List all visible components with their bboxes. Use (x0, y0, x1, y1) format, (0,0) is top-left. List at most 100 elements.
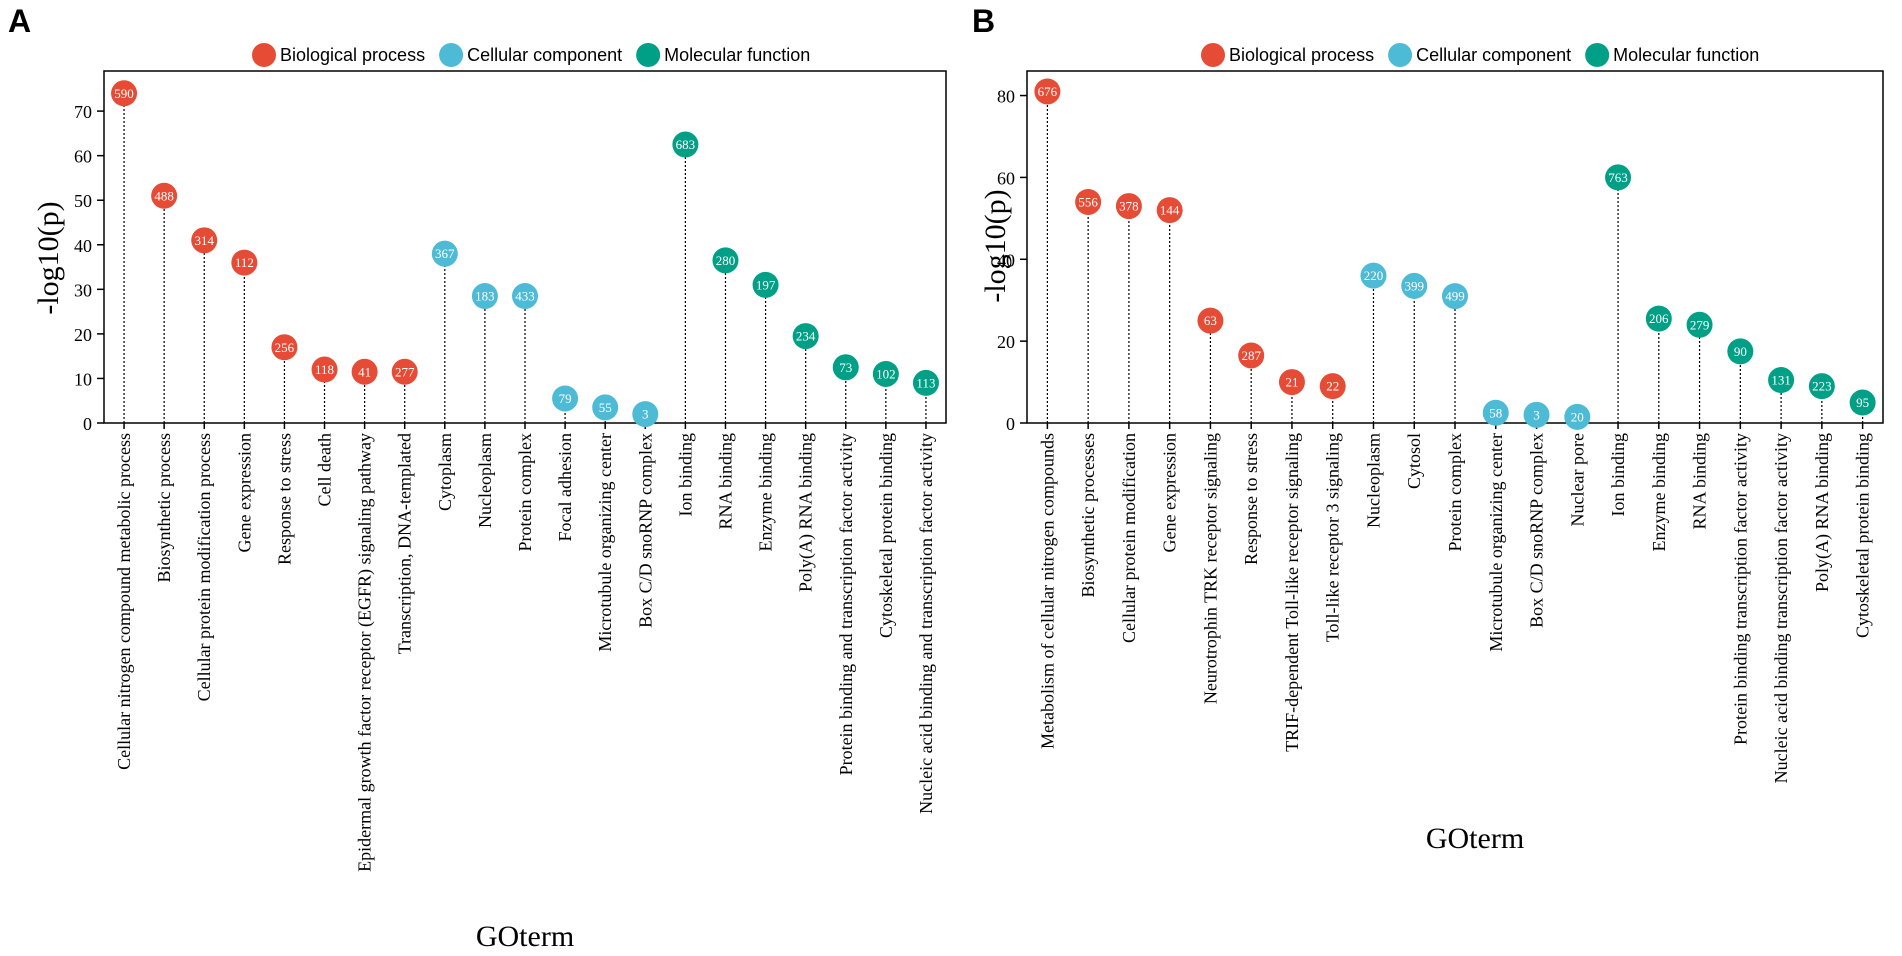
count-label: 197 (756, 277, 776, 292)
legend-marker (1201, 43, 1225, 67)
count-label: 277 (395, 364, 415, 379)
data-point (151, 182, 178, 209)
count-label: 63 (1204, 313, 1217, 328)
count-label: 488 (154, 188, 174, 203)
legend-marker (252, 43, 276, 67)
legend-label: Biological process (1229, 45, 1374, 65)
y-tick-label: 40 (997, 250, 1015, 270)
x-tick-label: Focal adhesion (555, 433, 575, 541)
x-tick-label: Enzyme binding (1649, 433, 1669, 551)
count-label: 20 (1571, 409, 1584, 424)
x-tick-label: Cytoskeletal protein binding (876, 433, 896, 638)
x-tick-label: Protein complex (515, 433, 535, 551)
x-tick-label: RNA binding (715, 433, 735, 530)
legend-item: Molecular function (1585, 43, 1759, 67)
y-tick-label: 60 (74, 147, 92, 167)
legend-item: Biological process (252, 43, 425, 67)
count-label: 234 (796, 329, 816, 344)
data-point (191, 227, 218, 254)
data-point (471, 283, 498, 310)
x-tick-label: Neurotrophin TRK receptor signaling (1200, 433, 1220, 704)
legend-item: Cellular component (439, 43, 622, 67)
data-point (552, 385, 579, 412)
data-point (231, 249, 258, 276)
legend-marker (636, 43, 661, 67)
count-label: 256 (275, 340, 295, 355)
data-point (1401, 272, 1428, 299)
count-label: 279 (1690, 317, 1710, 332)
data-point (1034, 78, 1061, 105)
count-label: 73 (839, 360, 852, 375)
data-point (1849, 389, 1876, 416)
data-point (311, 356, 338, 383)
count-label: 223 (1812, 379, 1832, 394)
count-label: 95 (1856, 395, 1869, 410)
x-tick-label: Ion binding (1608, 433, 1628, 517)
x-tick-label: Box C/D snoRNP complex (1527, 433, 1547, 628)
data-point (832, 354, 859, 381)
x-tick-label: Ion binding (675, 433, 695, 517)
data-point (111, 80, 138, 107)
legend-marker (1585, 43, 1610, 67)
data-point (1238, 342, 1265, 369)
data-point (351, 358, 378, 385)
legend-label: Cellular component (467, 45, 622, 65)
x-axis-title: GOterm (476, 920, 574, 953)
legend-item: Molecular function (636, 43, 810, 67)
x-tick-label: Protein binding transcription factor act… (1730, 433, 1750, 745)
data-point (391, 358, 418, 385)
count-label: 590 (114, 86, 134, 101)
panel-letter: A (8, 3, 31, 39)
y-tick-label: 70 (74, 102, 92, 122)
x-tick-label: Toll-like receptor 3 signaling (1323, 433, 1343, 642)
data-point (1686, 311, 1713, 338)
legend-item: Cellular component (1388, 43, 1571, 67)
y-tick-label: 50 (74, 191, 92, 211)
count-label: 280 (716, 253, 736, 268)
y-tick-label: 20 (997, 332, 1015, 352)
y-axis-title: -log10(p) (32, 201, 65, 314)
x-tick-label: Gene expression (1160, 433, 1180, 552)
data-point (1278, 369, 1305, 396)
data-point (1605, 164, 1632, 191)
x-tick-label: Box C/D snoRNP complex (635, 433, 655, 628)
x-tick-label: Cellular nitrogen compound metabolic pro… (114, 433, 134, 770)
count-label: 676 (1038, 84, 1058, 99)
x-tick-label: Cytoskeletal protein binding (1853, 433, 1873, 638)
x-tick-label: Protein complex (1445, 433, 1465, 551)
count-label: 3 (1533, 407, 1540, 422)
y-tick-label: 40 (74, 236, 92, 256)
data-point (1115, 193, 1142, 220)
x-tick-label: Enzyme binding (756, 433, 776, 551)
count-label: 41 (358, 364, 371, 379)
data-point (752, 271, 779, 298)
count-label: 102 (876, 366, 896, 381)
data-point (1808, 373, 1835, 400)
panel-b: B Biological process Cellular component Mol… (972, 3, 1884, 855)
count-label: 21 (1285, 375, 1298, 390)
x-tick-label: Gene expression (234, 433, 254, 552)
y-axis-title: -log10(p) (979, 189, 1012, 302)
x-tick-label: Nucleoplasm (475, 433, 495, 528)
data-point (431, 240, 458, 267)
count-label: 556 (1078, 194, 1098, 209)
data-point (1156, 197, 1183, 224)
count-label: 3 (642, 407, 649, 422)
x-tick-label: Protein binding and transcription factor… (836, 433, 856, 775)
legend-marker (439, 43, 464, 67)
y-tick-label: 10 (74, 369, 92, 389)
count-label: 367 (435, 246, 455, 261)
x-tick-label: Nucleoplasm (1363, 433, 1383, 528)
y-tick-label: 80 (997, 87, 1015, 107)
x-tick-label: Cytoplasm (435, 433, 455, 511)
data-point (1727, 338, 1754, 365)
count-label: 433 (515, 289, 535, 304)
x-tick-label: Cellular protein modification (1119, 433, 1139, 643)
data-point (1442, 283, 1468, 310)
data-point (672, 131, 699, 158)
x-tick-label: Cell death (315, 433, 335, 506)
data-point (712, 247, 739, 274)
count-label: 55 (599, 400, 612, 415)
x-tick-label: Microtubule organizing center (1486, 433, 1506, 652)
y-tick-label: 20 (74, 325, 92, 345)
